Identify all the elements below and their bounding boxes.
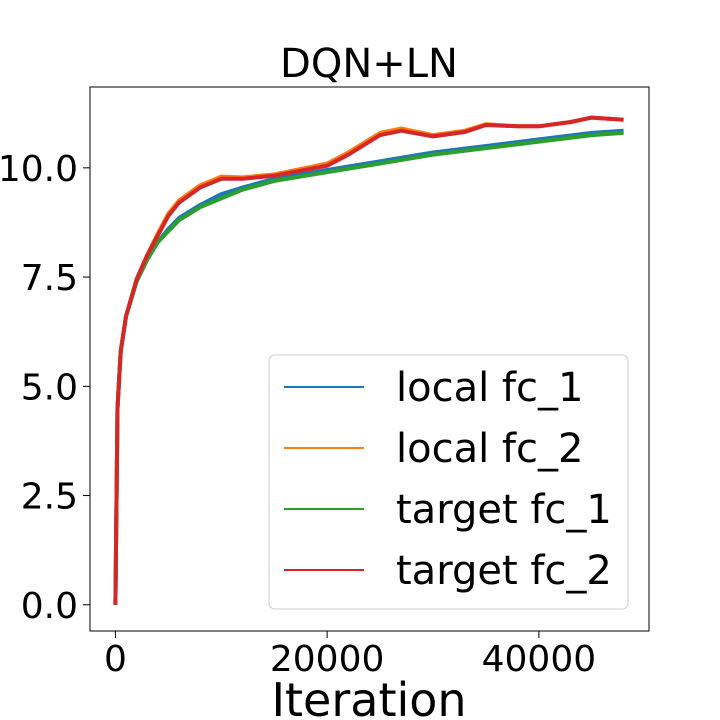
- x-tick-label: 40000: [482, 639, 597, 680]
- x-axis-label: Iteration: [271, 673, 466, 720]
- y-tick-label: 5.0: [21, 367, 78, 408]
- series-line-3: [113, 115, 624, 605]
- y-axis: 0.0 2.5 5.0 7.5 10.0: [0, 149, 90, 627]
- legend-label: target fc_2: [396, 548, 612, 594]
- legend-label: local fc_2: [396, 426, 583, 472]
- x-tick-label: 20000: [270, 639, 385, 680]
- series-lines: [113, 115, 624, 605]
- plot-frame: [89, 86, 650, 632]
- y-tick-label: 7.5: [21, 258, 78, 299]
- legend-label: local fc_1: [396, 365, 583, 411]
- legend-box: [268, 354, 629, 610]
- y-tick-label: 2.5: [21, 477, 78, 518]
- y-tick-label: 0.0: [21, 586, 78, 627]
- y-tick-label: 10.0: [0, 149, 78, 190]
- legend-label: target fc_1: [396, 487, 612, 533]
- chart-title: DQN+LN: [280, 41, 458, 87]
- x-axis: 0 20000 40000: [104, 631, 596, 680]
- x-tick-label: 0: [104, 639, 127, 680]
